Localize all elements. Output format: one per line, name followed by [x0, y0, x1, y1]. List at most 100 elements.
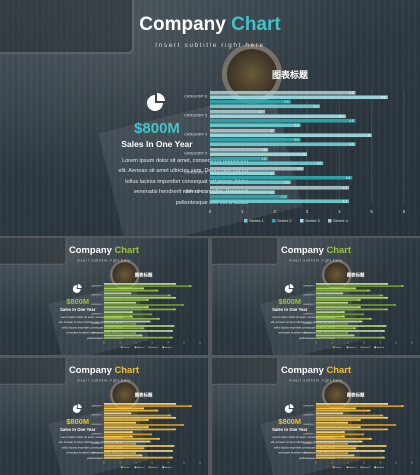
bar — [315, 330, 385, 332]
bar — [103, 419, 149, 421]
category-label: CATEGORY 5 — [91, 294, 102, 297]
data-label: 1.8 — [130, 432, 132, 434]
data-label: 5.5 — [401, 406, 403, 408]
bar — [103, 287, 145, 290]
bar — [103, 327, 145, 330]
thumbnail-slide-green-2[interactable]: Company Chart Insert subtitle right here… — [212, 238, 420, 355]
body-line: elit. Aenean sit amet ultricies sem. Don… — [58, 321, 123, 325]
data-label: 2.5 — [353, 408, 355, 410]
chart-title: 图表标题 — [135, 272, 153, 279]
data-label: 2.8 — [358, 307, 360, 309]
legend-swatch — [134, 346, 137, 349]
bar — [103, 315, 133, 318]
data-label: 1.8 — [342, 312, 344, 314]
body-line: Lorem ipsum dolor sit amet, consectetur … — [60, 316, 123, 320]
bar — [103, 332, 137, 335]
category-label: CATEGORY 2 — [303, 322, 314, 325]
x-tick-label: 2 — [347, 342, 349, 344]
bar — [103, 336, 173, 339]
legend-label: Series 1 — [249, 218, 264, 223]
data-label: 2.5 — [353, 328, 355, 330]
legend-label: Series 2 — [349, 467, 356, 469]
bar — [315, 426, 361, 429]
legend-swatch — [162, 466, 165, 469]
legend-label: Series 3 — [151, 347, 159, 349]
legend-swatch — [346, 466, 349, 469]
x-tick-label: 4 — [167, 342, 169, 344]
bar — [315, 311, 345, 314]
legend-swatch — [162, 346, 165, 349]
bar — [315, 289, 371, 292]
bar — [103, 313, 153, 316]
data-label: 2 — [271, 171, 273, 175]
bar — [103, 440, 151, 443]
thumbnail-slide-gold-2[interactable]: Company Chart Insert subtitle right here… — [212, 358, 420, 475]
slide-title: Company Chart — [0, 245, 208, 256]
data-label: 5 — [182, 305, 183, 307]
x-tick-label: 5 — [183, 342, 185, 344]
x-tick-label: 6 — [199, 342, 201, 344]
x-tick-label: 0 — [103, 462, 105, 464]
bar — [210, 166, 304, 171]
bar — [315, 456, 385, 459]
data-label: 4.4 — [171, 326, 173, 328]
bar — [103, 311, 133, 314]
category-label: CATEGORY 1 — [303, 331, 314, 334]
title-word-1: Company — [280, 364, 324, 376]
bar — [210, 137, 301, 142]
data-label: 2 — [346, 422, 347, 424]
data-label: 4.5 — [173, 417, 175, 419]
bar — [103, 421, 137, 424]
data-label: 2.9 — [147, 321, 149, 323]
slide-subtitle: Insert subtitle right here — [288, 258, 344, 263]
laptop-photo — [0, 358, 67, 385]
bar — [210, 156, 269, 161]
bar — [315, 283, 389, 285]
bar — [210, 152, 307, 157]
legend-swatch — [272, 219, 276, 223]
data-label: 5 — [182, 425, 183, 427]
x-tick-label: 1 — [241, 209, 244, 214]
big-number-subtitle: Sales In One Year — [121, 139, 193, 149]
legend-swatch — [360, 466, 363, 469]
data-label: 2.5 — [284, 180, 289, 184]
data-label: 2.8 — [358, 427, 360, 429]
data-label: 4.4 — [171, 446, 173, 448]
bar — [103, 294, 172, 297]
bar — [210, 194, 288, 199]
thumbnail-slide-gold-1[interactable]: Company Chart Insert subtitle right here… — [0, 358, 208, 475]
data-label: 1.8 — [130, 312, 132, 314]
x-tick-label: 5 — [370, 209, 373, 214]
data-label: 4.5 — [173, 283, 175, 285]
slide-content: Company Chart Insert subtitle right here… — [0, 358, 208, 475]
legend-swatch — [120, 346, 123, 349]
legend-swatch — [328, 219, 332, 223]
bar — [103, 325, 175, 327]
bar — [315, 409, 371, 412]
x-tick-label: 3 — [363, 342, 365, 344]
bar — [315, 414, 384, 417]
slide-subtitle: Insert subtitle right here — [155, 42, 265, 49]
data-label: 3.5 — [157, 438, 159, 440]
bar — [315, 450, 385, 452]
bar — [210, 190, 275, 195]
data-label: 3.4 — [367, 410, 369, 412]
thumbnail-slide-green-1[interactable]: Company Chart Insert subtitle right here… — [0, 238, 208, 355]
data-label: 2.5 — [284, 100, 289, 104]
legend-label: Series 4 — [165, 467, 173, 469]
main-slide[interactable]: Company Chart Insert subtitle right here… — [0, 0, 420, 236]
bar — [103, 433, 153, 436]
data-label: 5 — [394, 305, 395, 307]
data-label: 2.4 — [139, 335, 141, 337]
body-line: elit. Aenean sit amet ultricies sem. Don… — [58, 441, 123, 445]
data-label: 3 — [362, 314, 363, 316]
legend-label: Series 4 — [165, 347, 173, 349]
data-label: 4.5 — [173, 309, 175, 311]
data-label: 4.4 — [346, 176, 351, 180]
bar — [103, 435, 133, 438]
bar — [315, 308, 389, 311]
data-label: 2.4 — [351, 335, 353, 337]
body-line: tellus lacinia imperdiet consequat vel p… — [61, 446, 123, 450]
body-line: venenatis hendrerit nibh ut convallis. P… — [133, 189, 248, 196]
body-line: elit. Aenean sit amet ultricies sem. Don… — [270, 321, 335, 325]
